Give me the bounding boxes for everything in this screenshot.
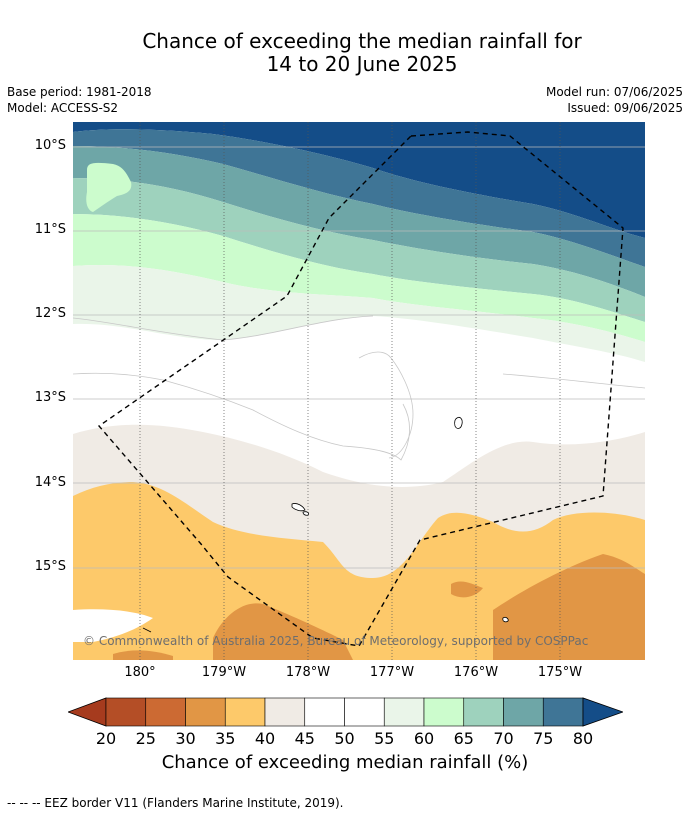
lat-label-14s: 14°S [34,475,66,490]
colorbar-tick-label: 25 [135,729,156,748]
colorbar-cell [423,697,465,727]
model-name: Model: ACCESS-S2 [7,101,119,115]
eez-border [97,131,624,647]
band-30-35-bottom-left [113,650,173,660]
band-55-60 [73,264,645,362]
colorbar-tick-label: 30 [175,729,196,748]
meta-left: Base period: 1981-2018 Model: ACCESS-S2 [7,84,152,116]
colorbar-cell [105,697,147,727]
band-75-80 [73,129,645,267]
map-title: Chance of exceeding the median rainfall … [0,30,690,76]
lon-label-176w: 176°W [453,665,499,680]
eez-footer-note: -- -- -- EEZ border V11 (Flanders Marine… [7,796,344,810]
lon-label-179w: 179°W [201,665,247,680]
contour-line-2 [358,351,414,459]
island-futuna [291,503,306,512]
title-line-1: Chance of exceeding the median rainfall … [142,29,582,53]
band-30-35 [493,554,645,660]
lon-label-180: 180° [124,665,156,680]
lon-label-175w: 175°W [537,665,583,680]
lat-label-12s: 12°S [34,306,66,321]
band-30-35-small [451,581,483,598]
colorbar-cell [224,697,266,727]
island-wallis [454,416,463,429]
colorbar-tick-label: 20 [95,729,117,748]
copyright-notice: © Commonwealth of Australia 2025, Bureau… [83,634,589,648]
base-period: Base period: 1981-2018 [7,85,152,99]
band-60-65 [73,214,645,342]
title-line-2: 14 to 20 June 2025 [266,52,458,76]
island-small [502,616,509,623]
colorbar-tick-label: 45 [294,729,315,748]
band-30-35-left [213,603,353,660]
colorbar-cell [463,697,504,727]
band-65-70 [73,178,645,322]
lat-label-11s: 11°S [34,222,66,237]
colorbar-tick-label: 75 [533,729,554,748]
colorbar-tick-label: 60 [413,729,435,748]
meta-right: Model run: 07/06/2025 Issued: 09/06/2025 [546,84,683,116]
colorbar-cells [68,697,623,727]
colorbar-tick-label: 80 [572,729,594,748]
colorbar-tick-label: 50 [334,729,355,748]
colorbar-cell [185,697,226,727]
island-alofi [302,511,310,516]
colorbar-extend-low [68,697,107,727]
contour-line [73,372,410,461]
model-run: Model run: 07/06/2025 [545,85,683,99]
band-60-65-patch [86,162,132,212]
island-niuafoou [142,627,152,633]
colorbar-cell [304,697,345,727]
colorbar-cell [145,697,186,727]
colorbar-cell [344,697,385,727]
gridlines [73,146,645,569]
colorbar-tick-label: 40 [254,729,276,748]
colorbar-extend-high [582,697,623,727]
colorbar-cell [542,697,584,727]
colorbar-tick-label: 35 [215,729,236,748]
issued-date: Issued: 09/06/2025 [567,101,683,115]
colorbar-cell [383,697,425,727]
colorbar-label: Chance of exceeding median rainfall (%) [161,752,529,773]
colorbar-tick-label: 65 [453,729,474,748]
contour-line-4 [502,373,645,389]
lat-label-13s: 13°S [34,390,66,405]
colorbar-tick-label: 55 [374,729,395,748]
map-panel: © Commonwealth of Australia 2025, Bureau… [73,122,645,660]
band-45-55 [73,609,153,642]
band-70-75 [73,146,645,297]
lat-label-15s: 15°S [34,559,66,574]
band-80-plus [73,122,645,238]
lat-label-10s: 10°S [34,138,66,153]
lon-label-177w: 177°W [369,665,415,680]
colorbar-cell [264,697,306,727]
rainfall-map [73,122,645,660]
colorbar-cell [503,697,544,727]
colorbar-tick-label: 70 [493,729,514,748]
lon-label-178w: 178°W [285,665,331,680]
colorbar [68,697,623,727]
